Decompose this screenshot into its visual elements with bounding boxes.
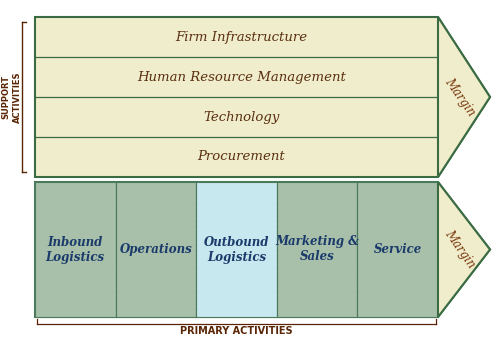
Text: Firm Infrastructure: Firm Infrastructure: [176, 30, 308, 43]
Bar: [277, 182, 357, 317]
Text: Inbound
Logistics: Inbound Logistics: [46, 236, 105, 264]
Text: Technology: Technology: [204, 110, 280, 124]
Text: Marketing &
Sales: Marketing & Sales: [275, 236, 359, 264]
Text: PRIMARY ACTIVITIES: PRIMARY ACTIVITIES: [180, 326, 293, 336]
Text: Outbound
Logistics: Outbound Logistics: [204, 236, 269, 264]
Polygon shape: [438, 17, 490, 177]
Text: SUPPORT
ACTIVITIES: SUPPORT ACTIVITIES: [2, 71, 22, 123]
Polygon shape: [35, 182, 490, 317]
Bar: [358, 182, 438, 317]
Text: Margin: Margin: [442, 76, 478, 119]
Bar: [116, 182, 196, 317]
Bar: [196, 182, 277, 317]
Text: Human Resource Management: Human Resource Management: [137, 70, 346, 83]
Text: Margin: Margin: [442, 228, 478, 271]
Text: Procurement: Procurement: [198, 150, 286, 164]
Polygon shape: [35, 17, 490, 177]
Polygon shape: [438, 182, 490, 317]
Text: Operations: Operations: [120, 243, 192, 256]
Bar: [35, 182, 116, 317]
Text: Service: Service: [374, 243, 422, 256]
